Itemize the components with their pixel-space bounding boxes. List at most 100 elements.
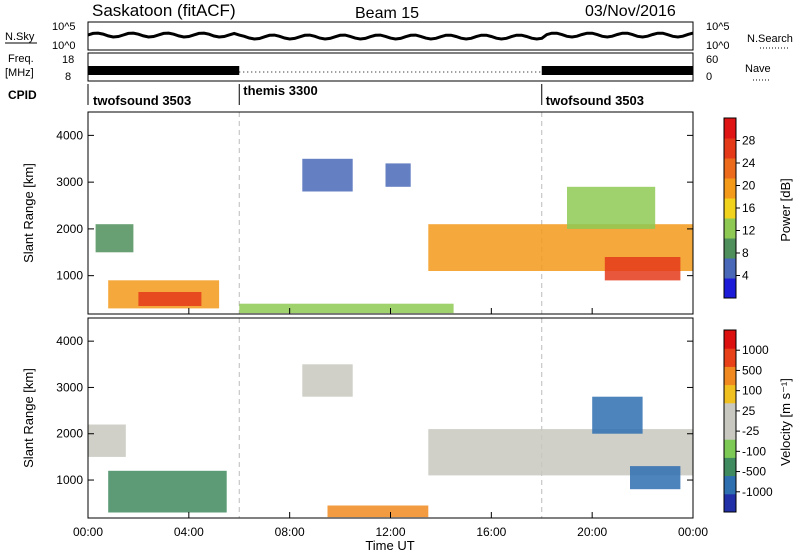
freq-bar-twofsound-2 xyxy=(541,66,693,75)
echo-region xyxy=(327,505,429,518)
xtick-label: 12:00 xyxy=(375,525,405,539)
power-yaxis: 1000 2000 3000 4000 xyxy=(56,128,693,283)
nsky-tick-top: 10^5 xyxy=(52,21,76,33)
colorbar-swatch xyxy=(724,118,736,139)
colorbar-tick-label: 500 xyxy=(742,363,762,377)
nsky-tick-bottom: 10^0 xyxy=(52,40,76,52)
nsky-panel: N.Sky 10^5 10^0 10^5 10^0 N.Search xyxy=(5,21,793,52)
freq-bar-twofsound-1 xyxy=(88,66,240,75)
echo-region xyxy=(108,470,227,513)
cpid-row: CPID twofsound 3503 themis 3300 twofsoun… xyxy=(8,83,644,108)
power-colorbar: 28 24 20 16 12 8 4 Power [dB] xyxy=(723,117,793,299)
nave-tick-bottom: 0 xyxy=(706,71,712,83)
colorbar-swatch xyxy=(724,457,736,477)
colorbar-tick-label: 20 xyxy=(742,179,756,193)
velocity-colorbar-frame xyxy=(723,329,737,513)
colorbar-swatch xyxy=(724,421,736,440)
power-colorbar-swatches xyxy=(724,118,736,299)
time-axis-label: Time UT xyxy=(365,538,414,553)
colorbar-tick-label: 16 xyxy=(742,201,756,215)
xtick-label: 08:00 xyxy=(275,525,305,539)
cpid-segment-1: twofsound 3503 xyxy=(93,93,191,108)
velocity-data xyxy=(88,318,693,518)
echo-region xyxy=(239,303,454,314)
colorbar-swatch xyxy=(724,330,736,349)
velocity-panel: 1000 2000 3000 4000 Slant Range [km] xyxy=(21,317,694,519)
power-colorbar-ticks: 28 24 20 16 12 8 4 xyxy=(736,134,756,283)
ytick-label: 4000 xyxy=(56,334,83,348)
freq-tick-bottom: 8 xyxy=(65,71,71,83)
beam-label: Beam 15 xyxy=(355,5,419,22)
colorbar-swatch xyxy=(724,493,736,513)
colorbar-swatch xyxy=(724,178,736,199)
echo-region xyxy=(302,158,353,192)
xtick-label: 00:00 xyxy=(73,525,103,539)
nsearch-tick-top: 10^5 xyxy=(706,21,730,33)
colorbar-swatch xyxy=(724,366,736,386)
colorbar-swatch xyxy=(724,278,736,299)
velocity-colorbar: 1000 500 100 25 -25 -100 -500 -1000 Velocity [m… xyxy=(723,329,793,513)
xtick-label: 04:00 xyxy=(174,525,204,539)
colorbar-tick-label: 28 xyxy=(742,134,756,148)
velocity-colorbar-swatches xyxy=(724,330,736,513)
colorbar-swatch xyxy=(724,439,736,458)
colorbar-swatch xyxy=(724,384,736,404)
velocity-yaxis: 1000 2000 3000 4000 xyxy=(56,334,693,487)
cpid-segment-3: twofsound 3503 xyxy=(546,93,644,108)
cpid-label: CPID xyxy=(8,88,37,102)
power-panel: 1000 2000 3000 4000 Slant Range [km] xyxy=(21,111,694,315)
echo-region xyxy=(630,466,681,490)
nsky-label: N.Sky xyxy=(5,31,35,43)
freq-tick-top: 18 xyxy=(62,54,74,66)
nave-tick-top: 60 xyxy=(706,54,718,66)
colorbar-swatch xyxy=(724,348,736,367)
colorbar-tick-label: -1000 xyxy=(742,485,773,499)
nsearch-tick-bottom: 10^0 xyxy=(706,40,730,52)
colorbar-tick-label: -500 xyxy=(742,465,766,479)
colorbar-swatch xyxy=(724,218,736,239)
nsky-frame xyxy=(87,21,694,51)
freq-panel: Freq. [MHz] 18 8 60 0 Nave xyxy=(5,52,771,83)
echo-region xyxy=(385,163,411,187)
velocity-colorbar-ticks: 1000 500 100 25 -25 -100 -500 -1000 xyxy=(736,343,773,499)
colorbar-tick-label: 8 xyxy=(742,246,749,260)
date-label: 03/Nov/2016 xyxy=(585,3,676,20)
xtick-label: 00:00 xyxy=(678,525,708,539)
echo-region xyxy=(604,257,681,281)
power-colorbar-label: Power [dB] xyxy=(778,178,793,242)
ytick-label: 1000 xyxy=(56,473,83,487)
nave-label: Nave xyxy=(745,63,771,75)
velocity-colorbar-label: Velocity [m s⁻¹] xyxy=(778,378,793,466)
station-title: Saskatoon (fitACF) xyxy=(92,1,236,20)
ytick-label: 4000 xyxy=(56,128,83,142)
colorbar-swatch xyxy=(724,402,736,422)
colorbar-swatch xyxy=(724,238,736,259)
colorbar-tick-label: 24 xyxy=(742,156,756,170)
colorbar-tick-label: 1000 xyxy=(742,343,769,357)
ytick-label: 2000 xyxy=(56,427,83,441)
xtick-label: 16:00 xyxy=(476,525,506,539)
ytick-label: 2000 xyxy=(56,222,83,236)
colorbar-tick-label: 100 xyxy=(742,384,762,398)
echo-region xyxy=(88,424,126,457)
colorbar-tick-label: -25 xyxy=(742,424,760,438)
nsky-trace xyxy=(87,31,694,41)
freq-label: Freq. xyxy=(8,53,34,65)
power-ylabel: Slant Range [km] xyxy=(21,163,36,263)
ytick-label: 3000 xyxy=(56,380,83,394)
colorbar-swatch xyxy=(724,158,736,179)
cpid-segment-2: themis 3300 xyxy=(243,83,317,98)
freq-unit: [MHz] xyxy=(5,67,34,79)
echo-region xyxy=(138,292,202,306)
colorbar-swatch xyxy=(724,258,736,279)
power-data xyxy=(95,112,693,314)
colorbar-tick-label: 25 xyxy=(742,404,756,418)
nsearch-label: N.Search xyxy=(747,33,793,45)
colorbar-tick-label: 4 xyxy=(742,269,749,283)
ytick-label: 1000 xyxy=(56,269,83,283)
colorbar-tick-label: 12 xyxy=(742,224,756,238)
xtick-label: 20:00 xyxy=(577,525,607,539)
velocity-ylabel: Slant Range [km] xyxy=(21,368,36,468)
colorbar-tick-label: -100 xyxy=(742,444,766,458)
